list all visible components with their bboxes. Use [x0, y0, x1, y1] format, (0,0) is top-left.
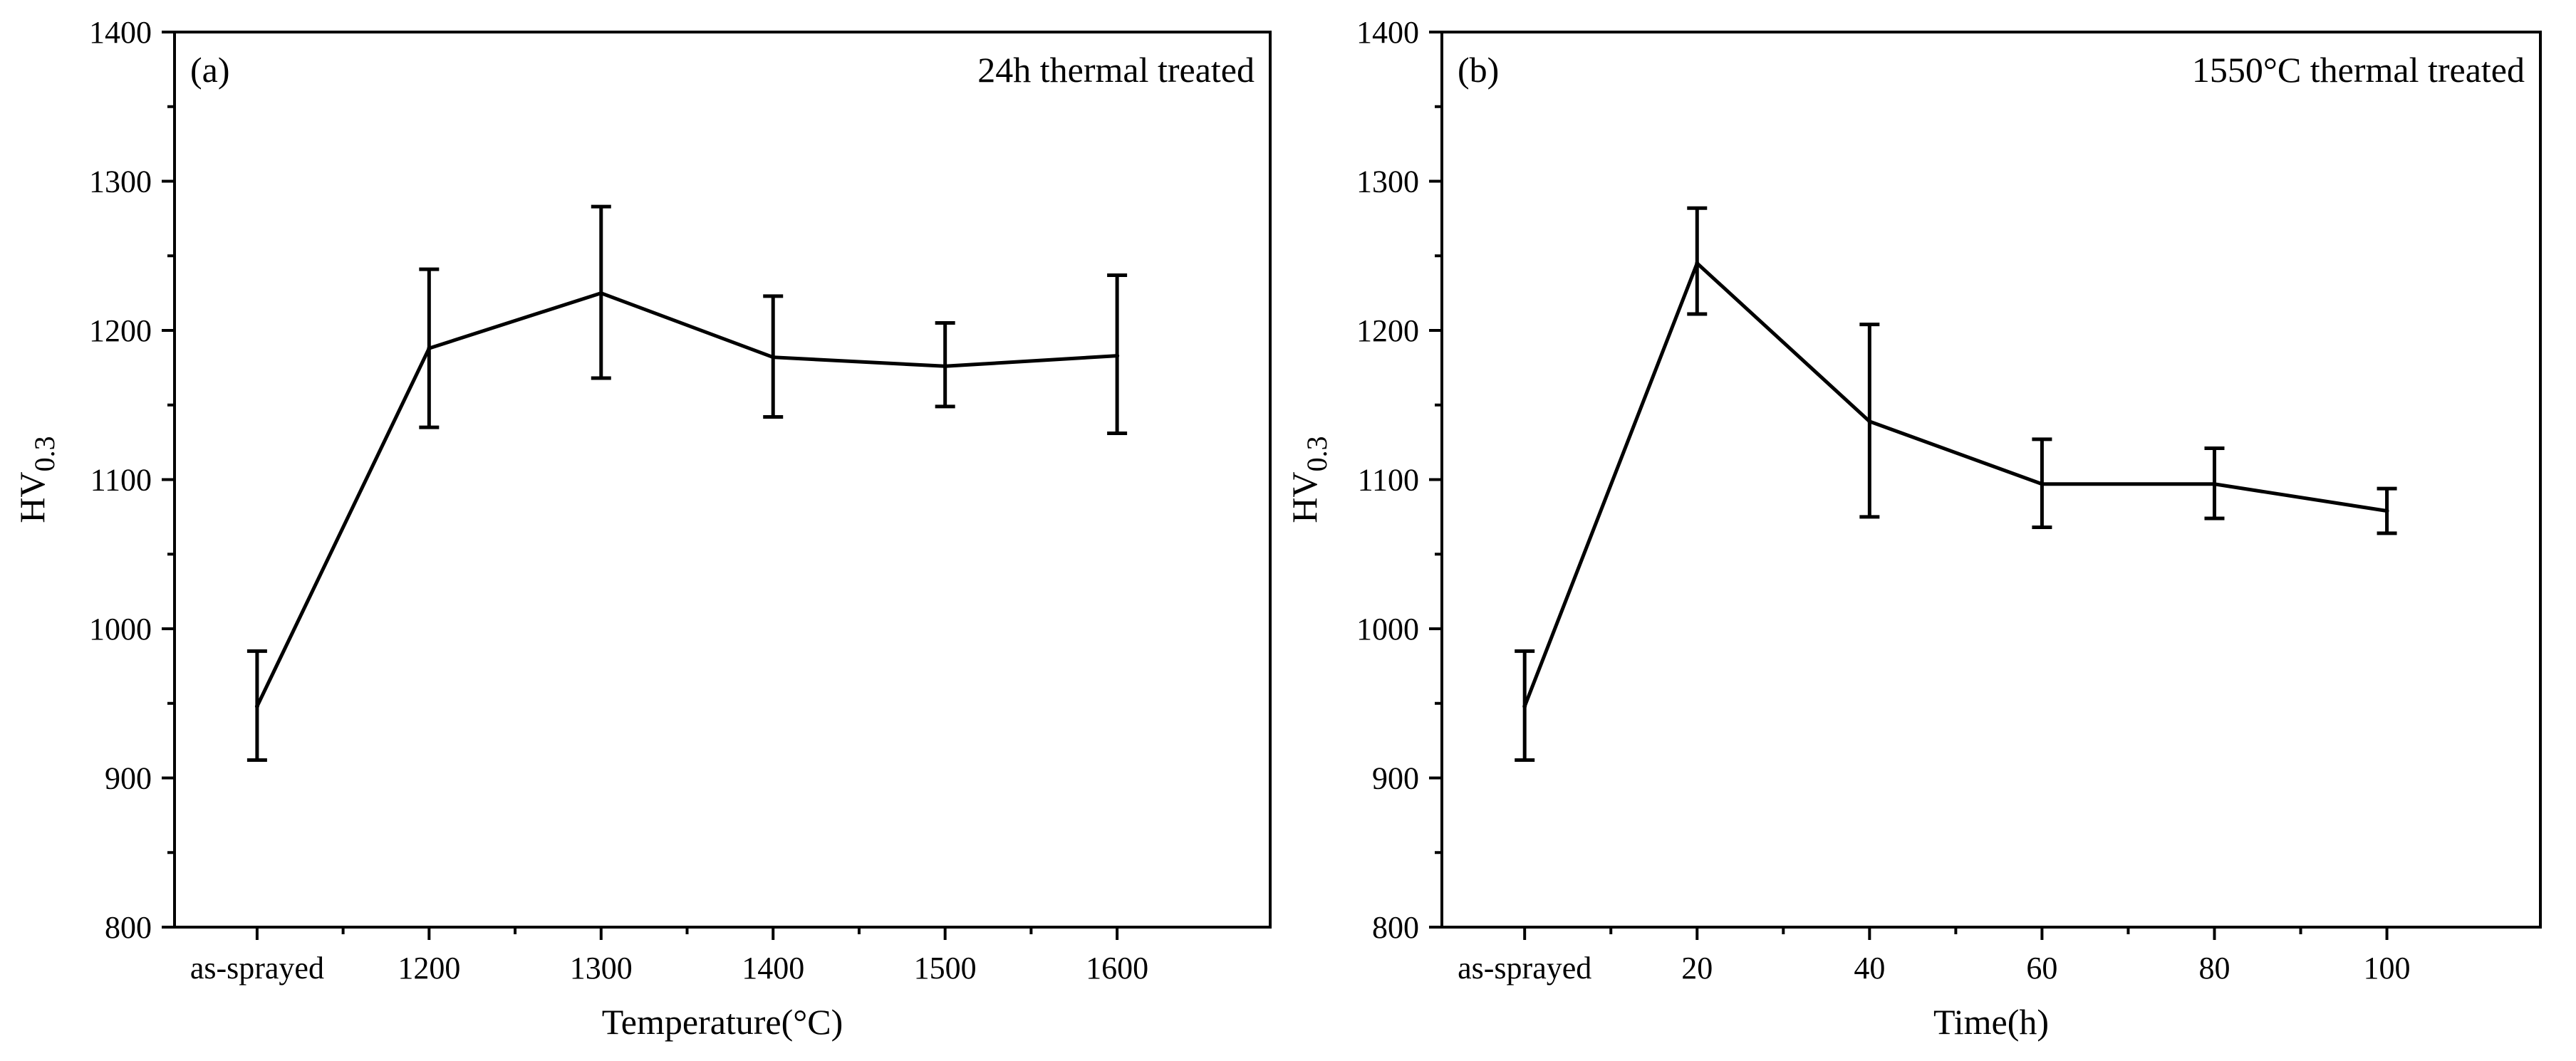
- y-tick-label: 1000: [1356, 612, 1419, 647]
- x-tick-label: 40: [1854, 951, 1885, 986]
- y-tick-label: 1400: [1356, 15, 1419, 50]
- y-tick-label: 1300: [1356, 164, 1419, 199]
- y-axis-title: HV0.3: [1284, 436, 1333, 523]
- series-line: [1522, 260, 2387, 707]
- x-tick-label: 1500: [914, 951, 977, 986]
- data-point: [942, 364, 947, 369]
- data-point: [1522, 704, 1527, 709]
- data-point: [427, 346, 432, 351]
- y-tick-label: 800: [105, 910, 152, 945]
- panel-a: 800 900 1000 1100 1200 1300 1400 as-sprayed 1200…: [12, 15, 1272, 1042]
- x-tick-label: 1300: [570, 951, 633, 986]
- y-axis-title-main: HV: [12, 471, 52, 523]
- x-tick-label: as-sprayed: [1458, 951, 1591, 986]
- panel-annotation: 24h thermal treated: [977, 50, 1255, 90]
- plot-frame: [173, 31, 1272, 929]
- x-tick-label: 20: [1681, 951, 1713, 986]
- data-point: [1115, 353, 1120, 358]
- y-tick-label: 1300: [89, 164, 152, 199]
- y-tick-label: 800: [1372, 910, 1419, 945]
- x-tick-label: 80: [2198, 951, 2230, 986]
- x-tick-label: 100: [2364, 951, 2411, 986]
- x-axis-title: Time(h): [1933, 1002, 2049, 1042]
- y-tick-label: 1100: [1358, 463, 1419, 498]
- y-tick-label: 1400: [89, 15, 152, 50]
- y-axis-title: HV0.3: [12, 436, 61, 523]
- x-tick-label: 1600: [1086, 951, 1148, 986]
- data-point: [1695, 261, 1700, 266]
- y-tick-label: 900: [105, 761, 152, 796]
- y-axis-title-subscript: 0.3: [28, 436, 61, 471]
- x-tick-label: 60: [2026, 951, 2057, 986]
- y-axis-title-subscript: 0.3: [1301, 436, 1333, 471]
- data-point: [771, 355, 776, 360]
- panel-b: 800 900 1000 1100 1200 1300 1400 as-sprayed 20 40…: [1284, 15, 2542, 1042]
- x-tick-label: 1200: [398, 951, 460, 986]
- data-point: [254, 704, 259, 709]
- y-tick-label: 1200: [89, 313, 152, 348]
- series-line: [255, 291, 1118, 708]
- x-axis-title: Temperature(°C): [602, 1002, 843, 1042]
- y-tick-label: 1100: [90, 463, 152, 498]
- panel-label: (b): [1458, 50, 1499, 90]
- panel-label: (a): [190, 50, 230, 90]
- x-tick-label: as-sprayed: [190, 951, 324, 986]
- y-tick-label: 1200: [1356, 313, 1419, 348]
- data-point: [2212, 481, 2217, 486]
- data-point: [598, 291, 603, 296]
- data-point: [2040, 481, 2045, 486]
- plot-frame: [1440, 31, 2542, 929]
- y-axis-title-main: HV: [1284, 471, 1324, 523]
- y-tick-label: 900: [1372, 761, 1419, 796]
- panel-annotation: 1550°C thermal treated: [2192, 50, 2525, 90]
- data-point: [2384, 508, 2389, 513]
- data-point: [1867, 419, 1872, 424]
- y-tick-label: 1000: [89, 612, 152, 647]
- x-tick-label: 1400: [742, 951, 804, 986]
